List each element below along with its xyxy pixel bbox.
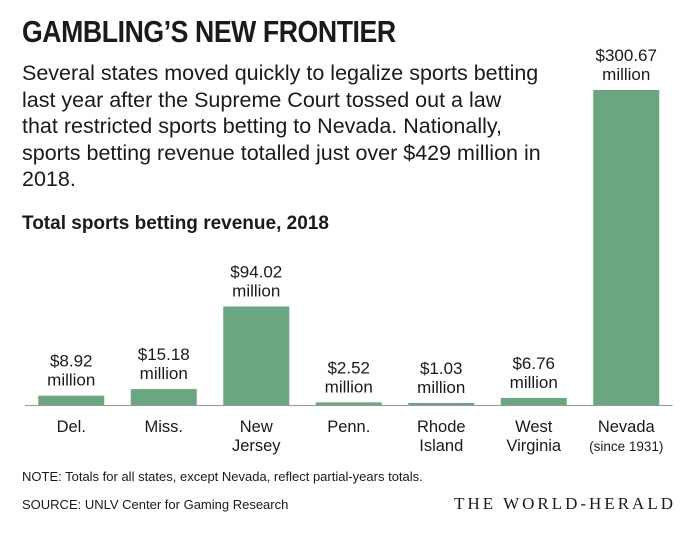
source-note: SOURCE: UNLV Center for Gaming Research (22, 497, 289, 512)
footnote: NOTE: Totals for all states, except Neva… (22, 469, 423, 484)
category-label: West Virginia (506, 418, 562, 455)
bar (223, 306, 290, 405)
subtitle: Several states moved quickly to legalize… (22, 61, 541, 191)
category-label: New Jersey (232, 418, 281, 455)
page-title: GAMBLING’S NEW FRONTIER (22, 14, 396, 49)
bar (500, 397, 567, 405)
data-label: $6.76 million (510, 354, 558, 392)
bar (315, 402, 382, 405)
data-label: $94.02 million (230, 262, 282, 300)
bar (408, 403, 475, 405)
category-label: Nevada (since 1931) (589, 418, 663, 454)
bar (130, 389, 197, 405)
category-label: Rhode Island (417, 418, 466, 455)
category-label: Miss. (145, 418, 184, 436)
bar (593, 90, 660, 405)
chart-title: Total sports betting revenue, 2018 (22, 213, 329, 234)
data-label: $300.67 million (596, 46, 657, 84)
category-label: Del. (57, 418, 86, 436)
bar (38, 395, 105, 405)
data-label: $8.92 million (47, 352, 95, 390)
data-label: $1.03 million (417, 359, 465, 397)
data-label: $2.52 million (325, 358, 373, 396)
category-label: Penn. (327, 418, 370, 436)
data-label: $15.18 million (138, 345, 190, 383)
publisher-logo: THE WORLD-HERALD (454, 494, 676, 513)
